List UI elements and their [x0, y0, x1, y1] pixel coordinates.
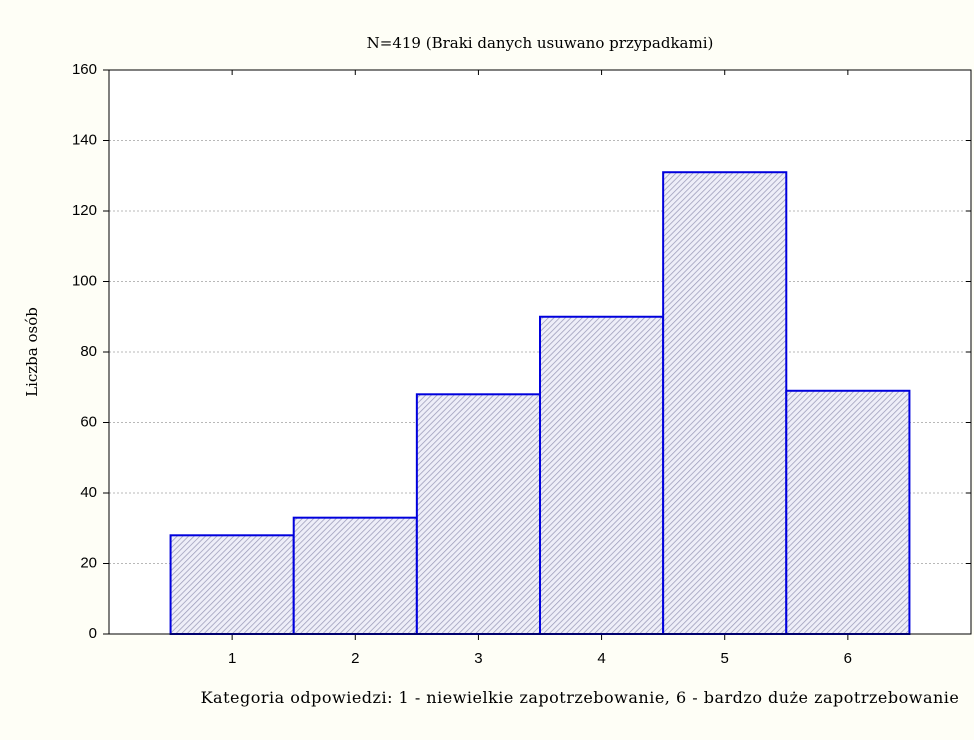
y-tick-label: 120: [72, 202, 97, 219]
plot-frame: [108, 69, 972, 635]
bar: [169, 534, 295, 635]
bar: [785, 389, 911, 635]
y-tick-label: 40: [80, 484, 97, 501]
bar: [415, 393, 542, 635]
y-axis-label: Liczba osób: [23, 307, 41, 397]
x-tick-label: 5: [721, 650, 729, 667]
y-tick-label: 60: [80, 413, 97, 430]
y-tick-label: 140: [72, 131, 97, 148]
x-tick-label: 4: [597, 650, 605, 667]
bar: [662, 171, 788, 635]
y-tick-label: 20: [80, 554, 97, 571]
chart-title: N=419 (Braki danych usuwano przypadkami): [367, 34, 714, 52]
y-tick-label: 0: [89, 625, 97, 642]
bar: [292, 516, 418, 635]
x-tick-label: 6: [844, 650, 852, 667]
x-tick-label: 1: [228, 650, 236, 667]
bar: [539, 315, 665, 635]
y-tick-label: 100: [72, 272, 97, 289]
x-axis-label: Kategoria odpowiedzi: 1 - niewielkie zap…: [200, 688, 960, 707]
y-tick-label: 160: [72, 61, 97, 78]
x-tick-label: 2: [351, 650, 359, 667]
x-tick-label: 3: [474, 650, 482, 667]
y-tick-label: 80: [80, 343, 97, 360]
